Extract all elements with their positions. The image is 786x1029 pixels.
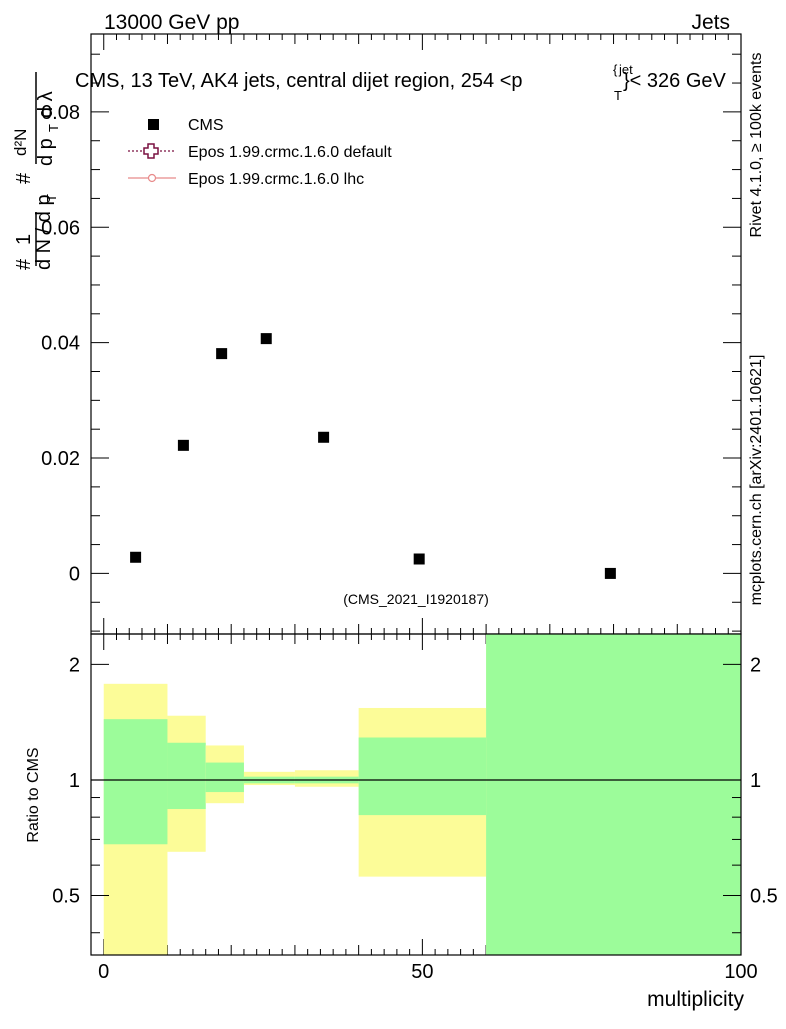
ratio-tick-label-right: 1 [750,770,761,792]
ratio-tick-label-right: 0.5 [750,886,778,908]
legend-marker-cms [148,119,159,130]
chart-title: CMS, 13 TeV, AK4 jets, central dijet reg… [75,62,727,103]
ratio-frame [90,633,742,956]
cms-data-point [260,333,272,345]
mcplots-label: mcplots.cern.ch [arXiv:2401.10621] [748,355,765,606]
ratio-band-inner [167,742,206,810]
cms-data-point [318,431,330,443]
ratio-band-inner [486,634,741,955]
y-tick-label: 0.04 [41,333,80,355]
legend-label: Epos 1.99.crmc.1.6.0 default [188,144,392,161]
svg-text:1: 1 [13,234,35,245]
y-tick-label: 0.06 [41,217,80,239]
ratio-tick-label-left: 1 [69,770,80,792]
svg-text:d p: d p [35,138,57,166]
ratio-tick-label-left: 2 [69,654,80,676]
header-energy: 13000 GeV pp [104,11,239,34]
ratio-tick-label-right: 2 [750,654,761,676]
title-subscript: T [614,88,622,103]
header-category: Jets [691,11,730,34]
y-tick-label: 0.02 [41,448,80,470]
legend: CMS Epos 1.99.crmc.1.6.0 default Epos 1.99… [128,117,392,188]
ratio-band-inner [205,762,244,793]
y-tick-label: 0.08 [41,102,80,124]
cms-data-point [216,348,228,360]
cms-data-point [413,553,425,565]
y-tick-label: 0 [69,563,80,585]
svg-text:d λ: d λ [35,91,57,118]
svg-text:T: T [46,124,61,132]
ratio-band-inner [358,737,487,816]
legend-marker-default [143,143,159,159]
cms-data-point [604,567,616,579]
legend-label: CMS [188,117,224,134]
legend-label: Epos 1.99.crmc.1.6.0 lhc [188,171,364,188]
x-axis-label: multiplicity [647,988,744,1011]
title-brace: { [613,62,618,77]
ratio-tick-label-left: 0.5 [52,886,80,908]
cms-data-point [130,551,142,563]
svg-text:d²N: d²N [11,129,30,156]
ratio-y-label: Ratio to CMS [25,747,42,842]
title-superscript: jet [618,62,633,77]
ratio-band-inner [103,719,168,845]
svg-text:d N / d p: d N / d p [33,194,55,270]
title-tail: }< 326 GeV [623,70,727,92]
svg-text:#: # [13,172,35,184]
ratio-panel: 0 50 100 0.5 0.5 1 1 2 2 [52,633,778,983]
analysis-watermark: (CMS_2021_I1920187) [343,591,489,607]
x-tick-label: 0 [98,961,109,983]
title-main: CMS, 13 TeV, AK4 jets, central dijet reg… [75,70,523,92]
svg-text:#: # [13,258,35,270]
x-tick-label: 100 [724,961,757,983]
svg-text:T: T [44,194,59,202]
cms-data-point [177,439,189,451]
y-axis-label: # 1 d N / d p T # d²N d p T d λ [11,72,61,270]
legend-marker-lhc [147,173,157,183]
rivet-label: Rivet 4.1.0, ≥ 100k events [748,53,765,238]
x-tick-label: 50 [411,961,433,983]
